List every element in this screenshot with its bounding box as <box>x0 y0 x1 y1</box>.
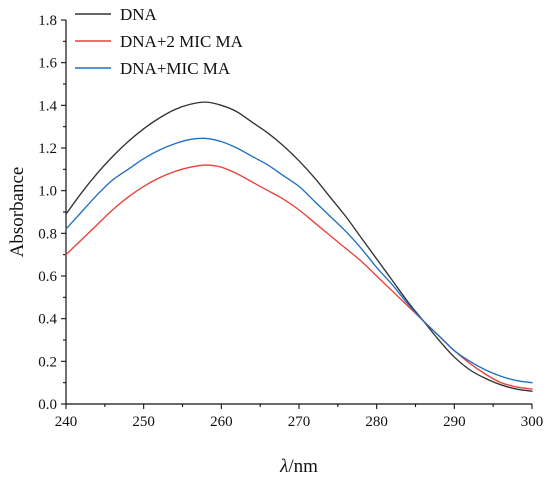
x-tick-label: 260 <box>210 414 233 430</box>
legend-label: DNA+2 MIC MA <box>120 32 244 51</box>
y-tick-label: 0.6 <box>38 269 57 285</box>
series-line-dna <box>65 101 533 392</box>
y-tick-label: 1.4 <box>38 98 57 114</box>
y-tick-label: 0.8 <box>38 226 57 242</box>
x-tick-label: 250 <box>132 414 155 430</box>
series-line-dna-mic-ma <box>65 137 533 384</box>
y-tick-label: 0.2 <box>38 354 57 370</box>
axis-layer: 240 250 260 270 280 290 300 0.0 0.2 0.4 0.6 0.8 1.0 1… <box>7 13 543 477</box>
x-axis-symbol: λ <box>279 456 288 477</box>
y-axis-title: Absorbance <box>7 167 28 258</box>
legend-label: DNA <box>120 5 158 24</box>
legend-label: DNA+MIC MA <box>120 59 231 78</box>
x-tick-label: 290 <box>443 414 466 430</box>
y-tick-label: 1.2 <box>38 141 57 157</box>
x-axis-title: λ/nm <box>279 456 318 477</box>
x-tick-label: 240 <box>55 414 78 430</box>
x-axis-unit: /nm <box>288 456 318 477</box>
x-tick-label: 270 <box>288 414 311 430</box>
legend: DNA DNA+2 MIC MA DNA+MIC MA <box>75 5 244 78</box>
series-line-dna-2-mic-ma <box>65 164 533 390</box>
x-tick-label: 280 <box>365 414 388 430</box>
y-tick-label: 1.6 <box>38 56 57 72</box>
series-layer <box>65 101 533 392</box>
y-tick-label: 1.0 <box>38 184 57 200</box>
y-tick-label: 1.8 <box>38 13 57 29</box>
y-tick-label: 0.4 <box>38 312 57 328</box>
x-tick-label: 300 <box>521 414 544 430</box>
y-tick-label: 0.0 <box>38 397 57 413</box>
